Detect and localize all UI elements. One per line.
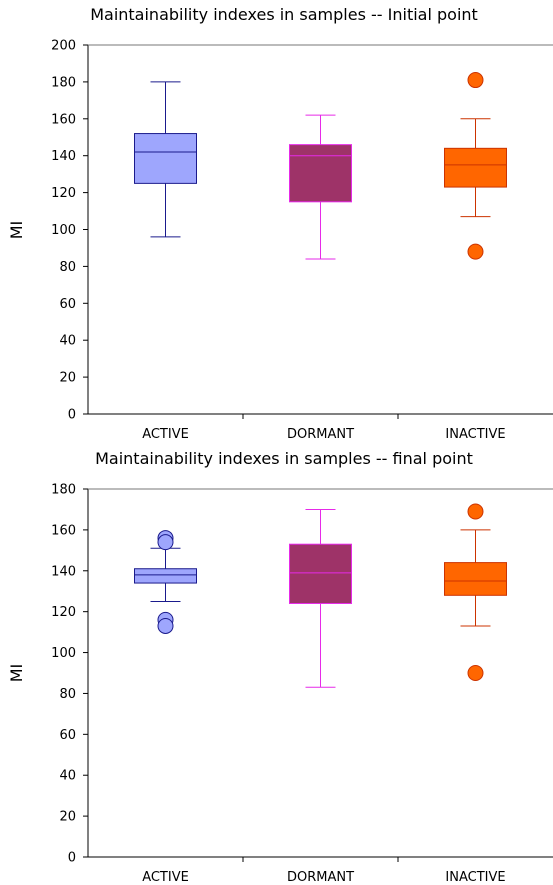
- box-inactive: [444, 503, 507, 681]
- box-dormant: [289, 114, 352, 260]
- x-tick-label: DORMANT: [287, 870, 354, 885]
- y-axis-label: MI: [7, 664, 26, 683]
- x-tick-label: ACTIVE: [142, 427, 189, 442]
- y-tick-label: 40: [59, 769, 76, 784]
- y-tick-label: 80: [59, 687, 76, 702]
- y-tick-label: 100: [51, 223, 76, 238]
- iqr-box: [289, 144, 352, 203]
- x-tick-label: DORMANT: [287, 427, 354, 442]
- y-axis-label: MI: [7, 221, 26, 240]
- x-tick-label: INACTIVE: [445, 427, 505, 442]
- y-tick-label: 40: [59, 334, 76, 349]
- box-active: [134, 530, 197, 634]
- y-tick-label: 160: [51, 523, 76, 538]
- plot-area: 0 20 40 60 80 100 120 140 160 180 ACTIVE DORMANT INA…: [51, 483, 553, 885]
- y-tick-label: 160: [51, 112, 76, 127]
- box-inactive: [444, 72, 507, 260]
- y-tick-label: 140: [51, 149, 76, 164]
- y-tick-label: 0: [68, 851, 76, 866]
- y-tick-label: 60: [59, 297, 76, 312]
- y-tick-label: 20: [59, 371, 76, 386]
- outlier-point: [467, 665, 484, 681]
- chart-title: Maintainability indexes in samples -- fi…: [95, 449, 473, 468]
- iqr-box: [444, 147, 507, 188]
- chart-title: Maintainability indexes in samples -- In…: [90, 5, 478, 24]
- y-tick-label: 60: [59, 728, 76, 743]
- x-tick-label: INACTIVE: [445, 870, 505, 885]
- box-dormant: [289, 508, 352, 688]
- y-tick-label: 140: [51, 564, 76, 579]
- outlier-point: [157, 617, 174, 634]
- y-tick-label: 180: [51, 75, 76, 90]
- iqr-box: [444, 562, 507, 596]
- y-tick-label: 20: [59, 810, 76, 825]
- iqr-box: [134, 568, 197, 584]
- chart-initial-point: Maintainability indexes in samples -- In…: [7, 5, 553, 442]
- outlier-point: [157, 534, 174, 551]
- y-tick-label: 200: [51, 39, 76, 54]
- plot-area: 0 20 40 60 80 100 120 140 160 180 200 ACTIVE DORMANT…: [51, 39, 553, 442]
- iqr-box: [289, 543, 352, 604]
- outlier-point: [467, 72, 484, 89]
- y-tick-label: 120: [51, 186, 76, 201]
- y-tick-label: 0: [68, 408, 76, 423]
- chart-final-point: Maintainability indexes in samples -- fi…: [7, 449, 553, 885]
- outlier-point: [467, 243, 484, 260]
- iqr-box: [134, 133, 197, 184]
- box-active: [134, 81, 197, 238]
- y-tick-label: 180: [51, 483, 76, 498]
- outlier-point: [467, 503, 484, 520]
- y-tick-label: 100: [51, 646, 76, 661]
- y-tick-label: 80: [59, 260, 76, 275]
- x-tick-label: ACTIVE: [142, 870, 189, 885]
- y-tick-label: 120: [51, 605, 76, 620]
